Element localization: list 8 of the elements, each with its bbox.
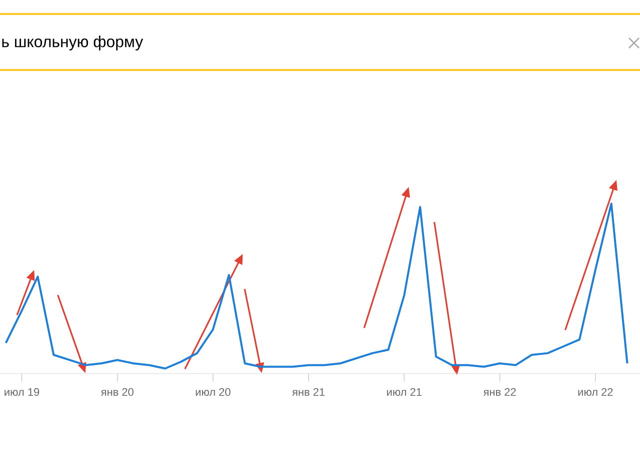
x-tick-label: июл 21: [387, 388, 422, 396]
x-tick-label: июл 20: [196, 388, 230, 396]
x-tick-label: янв 21: [292, 388, 325, 396]
x-tick-label: янв 20: [100, 388, 134, 396]
chart-title: ь школьную форму: [2, 36, 144, 50]
x-tick-label: июл 22: [578, 388, 613, 396]
x-tick-label: янв 22: [483, 388, 516, 396]
x-tick-label: июл 19: [4, 388, 40, 396]
